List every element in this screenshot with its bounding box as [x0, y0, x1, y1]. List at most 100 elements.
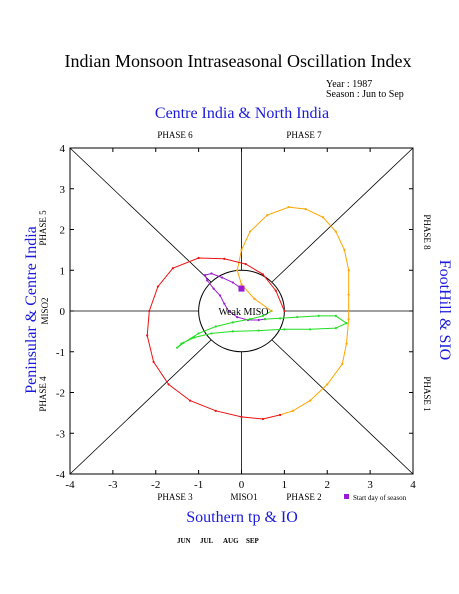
series-point-jul	[278, 317, 282, 320]
y-tick-label: 2	[60, 225, 66, 237]
series-point-sep	[146, 334, 149, 337]
series-point-jun	[236, 316, 239, 319]
trajectory-series	[146, 205, 350, 421]
region-left-label: Peninsular & Centre India	[23, 226, 40, 394]
series-point-jul	[345, 322, 348, 325]
series-point-jul	[214, 325, 217, 328]
series-point-sep	[156, 285, 159, 288]
series-point-aug	[326, 383, 329, 386]
series-point-jul	[193, 336, 196, 339]
series-point-jun	[203, 274, 207, 277]
series-point-jul	[334, 327, 337, 330]
series-point-sep	[197, 256, 200, 260]
y-tick-label: 1	[60, 265, 66, 277]
series-point-aug	[291, 409, 295, 412]
series-point-jul	[197, 332, 200, 335]
series-point-aug	[266, 214, 269, 217]
month-legend: JUN JUL AUG SEP	[177, 537, 260, 545]
phase-7-label: PHASE 7	[286, 130, 322, 140]
series-point-jul	[180, 342, 183, 345]
series-point-jun	[221, 276, 224, 279]
series-point-aug	[347, 269, 350, 272]
x-tick-label: 0	[239, 479, 245, 491]
series-point-sep	[283, 309, 286, 313]
phase-3-label: PHASE 3	[157, 492, 193, 502]
x-tick-label: -3	[108, 479, 118, 491]
y-tick-label: 0	[60, 306, 66, 318]
y-tick-label: -3	[56, 428, 66, 440]
series-point-jul	[309, 328, 312, 331]
weak-miso-label: Weak MISO	[218, 307, 268, 318]
series-point-jul	[296, 316, 299, 319]
series-point-aug	[341, 362, 344, 366]
y-axis-label: MISO2	[40, 297, 50, 324]
series-point-aug	[345, 342, 348, 345]
series-point-sep	[167, 383, 170, 386]
series-point-jul	[182, 341, 185, 344]
series-point-jul	[248, 318, 252, 321]
series-point-sep	[148, 309, 151, 313]
series-point-jul	[257, 329, 260, 332]
y-tick-label: -1	[56, 347, 65, 359]
y-tick-label: -4	[56, 469, 66, 481]
series-point-aug	[270, 309, 273, 313]
phase-5-label: PHASE 5	[38, 210, 48, 246]
series-point-aug	[304, 208, 307, 211]
series-point-jun	[210, 272, 213, 275]
x-axis-label: MISO1	[230, 492, 257, 502]
series-point-aug	[253, 297, 256, 300]
series-point-jun	[218, 294, 222, 297]
chart-title: Indian Monsoon Intraseasonal Oscillation…	[65, 51, 412, 71]
series-point-jun	[223, 302, 226, 305]
year-label: Year : 1987	[326, 79, 372, 90]
x-tick-label: 4	[410, 479, 416, 491]
month-legend-aug: AUG	[223, 537, 239, 545]
series-point-aug	[334, 230, 337, 233]
series-point-jul	[231, 321, 235, 324]
series-point-jul	[231, 330, 235, 333]
phase-1-label: PHASE 1	[422, 376, 432, 411]
series-point-jul	[283, 328, 286, 331]
series-point-jul	[317, 314, 320, 317]
series-point-jun	[212, 287, 215, 290]
series-point-sep	[274, 289, 277, 292]
series-point-aug	[321, 216, 325, 219]
x-tick-label: 1	[282, 479, 288, 491]
phase-2-label: PHASE 2	[286, 492, 321, 502]
series-point-sep	[261, 273, 265, 276]
series-line-jul	[176, 310, 348, 349]
start-day-legend-marker	[344, 494, 349, 499]
x-ticks: -4 -3 -2 -1 0 1 2 3 4	[65, 148, 416, 491]
series-point-sep	[278, 413, 282, 417]
x-tick-label: 3	[367, 479, 373, 491]
series-point-jul	[210, 332, 213, 335]
x-tick-label: -1	[194, 479, 203, 491]
series-point-jun	[206, 279, 209, 282]
series-point-sep	[240, 415, 243, 419]
series-point-sep	[214, 409, 217, 412]
series-point-jun	[227, 309, 230, 313]
series-point-aug	[347, 293, 350, 296]
series-point-sep	[244, 263, 247, 266]
series-point-aug	[309, 399, 312, 402]
series-point-aug	[240, 248, 243, 251]
y-ticks: -4 -3 -2 -1 0 1 2 3 4	[56, 143, 413, 481]
x-tick-label: -2	[151, 479, 160, 491]
series-point-jul	[334, 314, 337, 317]
series-point-sep	[261, 417, 265, 421]
series-point-aug	[236, 269, 239, 272]
month-legend-sep: SEP	[246, 537, 260, 545]
phase-4-label: PHASE 4	[38, 376, 48, 412]
series-point-aug	[343, 248, 346, 251]
region-top-label: Centre India & North India	[155, 105, 329, 122]
phase-guides	[69, 147, 414, 475]
series-point-aug	[248, 230, 252, 233]
series-point-sep	[152, 360, 155, 364]
month-legend-jul: JUL	[200, 537, 214, 545]
series-point-aug	[347, 318, 350, 321]
series-point-aug	[287, 205, 290, 209]
start-day-legend-label: Start day of season	[353, 494, 407, 502]
series-point-jul	[261, 314, 265, 317]
start-day-marker	[238, 285, 245, 292]
